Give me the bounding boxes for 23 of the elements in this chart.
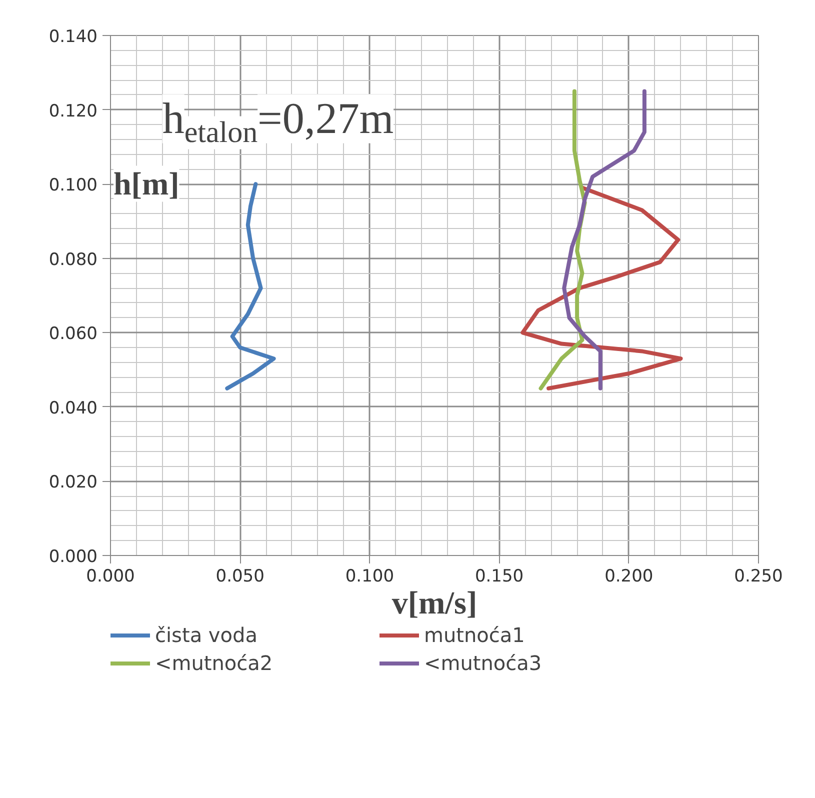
line-series (225, 182, 276, 390)
line-series (562, 89, 646, 390)
y-axis-title: h[m] (114, 166, 180, 202)
y-tick-label: 0.100 (48, 176, 98, 196)
x-axis-title: v[m/s] (392, 584, 478, 620)
y-tick-label: 0.140 (48, 27, 98, 47)
x-tick-label: 0.250 (734, 566, 783, 586)
legend-label: čista voda (155, 623, 258, 647)
y-tick-label: 0.060 (48, 324, 98, 344)
legend-label: mutnoća1 (424, 623, 526, 647)
x-tick-label: 0.000 (86, 566, 135, 586)
legend-label: <mutnoća3 (424, 651, 543, 675)
y-tick-label: 0.020 (48, 472, 98, 493)
line-series (520, 186, 683, 390)
legend-label: <mutnoća2 (155, 651, 274, 675)
x-tick-label: 0.200 (604, 566, 654, 586)
x-tick-label: 0.150 (474, 566, 524, 586)
y-tick-label: 0.120 (48, 101, 98, 122)
x-tick-label: 0.100 (345, 566, 394, 586)
y-tick-label: 0.000 (48, 547, 98, 567)
y-tick-label: 0.080 (48, 250, 98, 270)
y-tick-label: 0.040 (48, 398, 98, 418)
x-tick-label: 0.050 (216, 566, 264, 586)
